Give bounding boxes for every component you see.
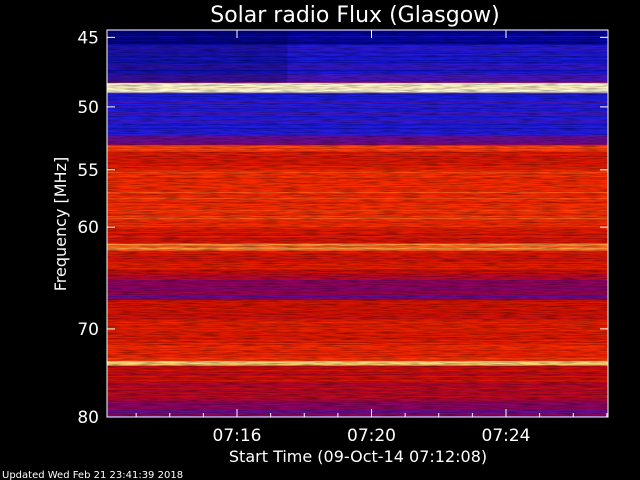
y-tick-label: 45 — [77, 28, 99, 48]
x-tick-label: 07:24 — [482, 426, 531, 446]
y-axis: 45 50 55 60 70 80 — [77, 28, 608, 428]
x-axis-label: Start Time (09-Oct-14 07:12:08) — [229, 447, 487, 466]
y-tick-label: 70 — [77, 320, 99, 340]
chart-title: Solar radio Flux (Glasgow) — [210, 3, 500, 28]
x-tick-label: 07:16 — [213, 426, 262, 446]
y-tick-label: 60 — [77, 218, 99, 238]
plot-frame — [106, 29, 609, 418]
y-tick-label: 50 — [77, 98, 99, 118]
y-tick-label: 55 — [77, 161, 99, 181]
y-axis-label: Frequency [MHz] — [51, 157, 70, 291]
footer-updated: Updated Wed Feb 21 23:41:39 2018 — [2, 470, 183, 480]
x-tick-label: 07:20 — [347, 426, 396, 446]
y-tick-label: 80 — [77, 408, 99, 428]
plot-area — [107, 30, 608, 417]
x-axis: 07:16 07:20 07:24 — [135, 30, 608, 446]
speckle-overlay — [107, 30, 608, 417]
